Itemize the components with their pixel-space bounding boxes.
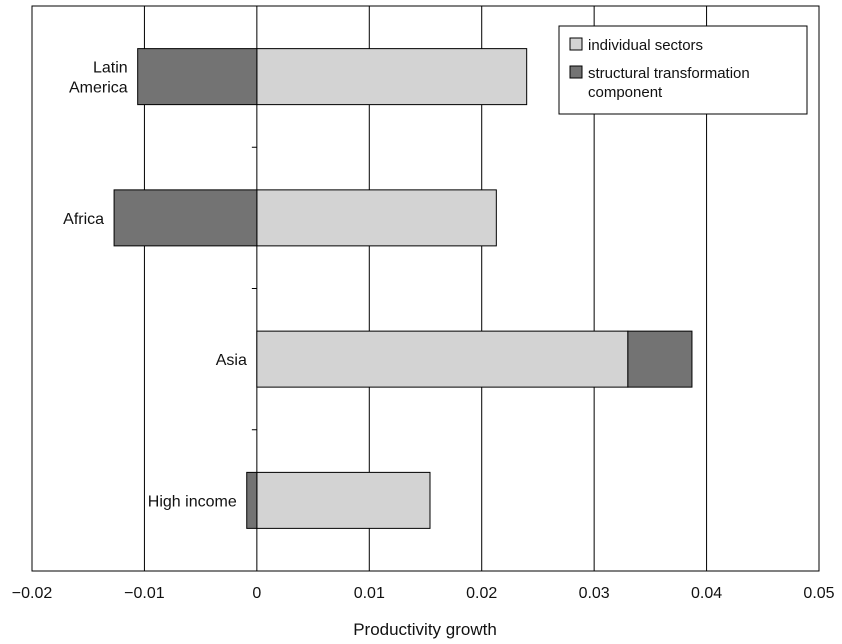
bar-2-series-1 — [627, 330, 693, 388]
category-label-0: Latin America — [69, 60, 128, 97]
legend-swatch-0 — [569, 37, 583, 51]
legend-label-1: structural transformation component — [588, 65, 750, 101]
x-tick-label-2: 0 — [252, 585, 261, 602]
x-tick-label-6: 0.04 — [691, 585, 722, 602]
category-label-3: High income — [148, 493, 237, 510]
bars — [113, 48, 693, 529]
bar-1-series-1 — [113, 189, 258, 247]
x-tick-label-0: −0.02 — [12, 585, 53, 602]
category-labels: Latin America Africa Asia High income — [63, 60, 247, 511]
bar-3-series-0 — [256, 471, 431, 529]
legend: individual sectors structural transformat… — [558, 25, 808, 115]
category-label-1-line-0: Africa — [63, 211, 104, 228]
category-label-0-line-0: Latin — [93, 60, 128, 77]
bar-1-series-0 — [256, 189, 497, 247]
legend-label-1-line-1: component — [588, 84, 663, 101]
legend-swatch-1 — [569, 65, 583, 79]
category-label-2: Asia — [216, 352, 247, 369]
category-ticks — [251, 146, 257, 431]
legend-label-1-line-0: structural transformation — [588, 65, 750, 82]
x-tick-labels: −0.02 −0.01 0 0.01 0.02 0.03 0.04 0.05 — [12, 585, 835, 602]
category-label-1: Africa — [63, 211, 104, 228]
x-tick-label-3: 0.01 — [354, 585, 385, 602]
x-tick-label-5: 0.03 — [579, 585, 610, 602]
bar-0-series-0 — [256, 48, 528, 106]
bar-3-series-1 — [246, 471, 258, 529]
legend-box — [558, 25, 808, 115]
x-tick-label-7: 0.05 — [803, 585, 834, 602]
legend-label-0-line-0: individual sectors — [588, 37, 703, 54]
bar-2-series-0 — [256, 330, 629, 388]
category-label-2-line-0: Asia — [216, 352, 247, 369]
x-tick-label-1: −0.01 — [124, 585, 165, 602]
bar-0-series-1 — [137, 48, 258, 106]
legend-label-0: individual sectors — [588, 37, 703, 54]
x-axis-title: Productivity growth — [353, 620, 497, 639]
category-label-3-line-0: High income — [148, 493, 237, 510]
category-label-0-line-1: America — [69, 80, 128, 97]
x-tick-label-4: 0.02 — [466, 585, 497, 602]
